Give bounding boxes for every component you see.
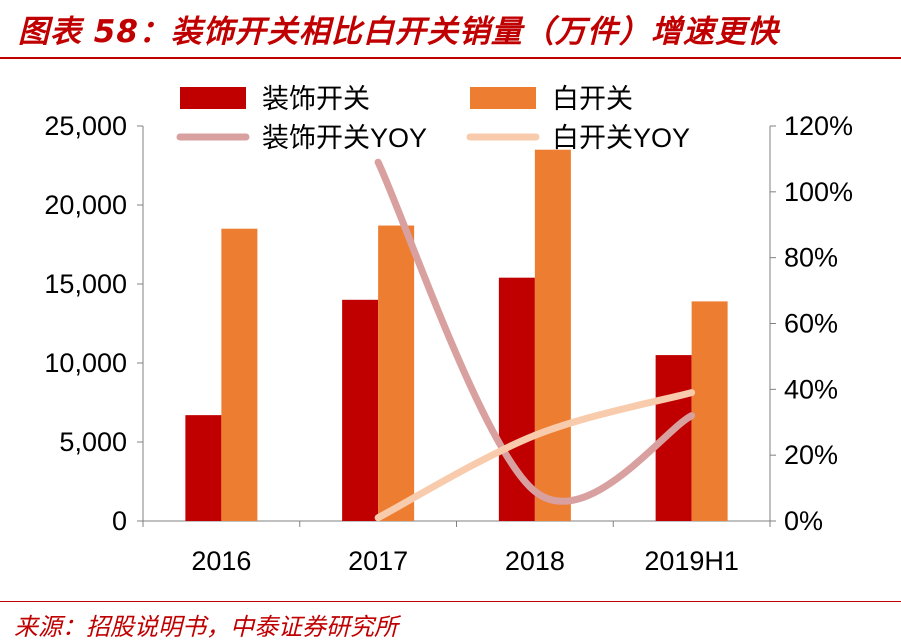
left-tick-label: 20,000	[44, 190, 127, 220]
left-tick-label: 5,000	[59, 427, 127, 457]
bars	[185, 149, 728, 522]
bar-decorative-2017	[342, 299, 379, 521]
right-tick-label: 120%	[784, 111, 853, 141]
source-note: 来源：招股说明书，中泰证券研究所	[14, 613, 398, 641]
legend-label: 白开关	[552, 84, 633, 114]
right-tick-label: 60%	[784, 309, 838, 339]
left-tick-label: 0	[112, 506, 127, 536]
bar-white-2018	[534, 149, 571, 521]
title-divider	[0, 57, 901, 59]
line-decorative-yoy	[374, 158, 696, 505]
left-tick-label: 15,000	[44, 269, 127, 299]
right-tick-label: 20%	[784, 440, 838, 470]
footer-divider	[0, 601, 901, 602]
right-tick-label: 40%	[784, 374, 838, 404]
line-white-yoy	[374, 389, 696, 522]
right-tick-label: 80%	[784, 243, 838, 273]
legend-label: 白开关YOY	[552, 123, 690, 153]
bar-white-2019H1	[691, 301, 728, 521]
legend-swatch	[180, 87, 246, 109]
bar-white-2017	[378, 225, 415, 522]
chart-title: 图表 58：装饰开关相比白开关销量（万件）增速更快	[18, 14, 779, 50]
bar-white-2016	[221, 228, 258, 521]
chart-canvas: 0 5,000 10,000 15,000 20,000 25,000 0% 20% 40% 60…	[44, 84, 853, 576]
legend-swatch	[470, 87, 536, 109]
right-tick-label: 0%	[784, 506, 823, 536]
left-tick-label: 25,000	[44, 111, 127, 141]
axes: 0 5,000 10,000 15,000 20,000 25,000 0% 20% 40% 60…	[44, 111, 853, 576]
bar-decorative-2016	[185, 415, 222, 521]
x-tick-label: 2017	[348, 546, 408, 576]
bar-decorative-2018	[498, 277, 535, 521]
left-tick-label: 10,000	[44, 348, 127, 378]
x-tick-label: 2019H1	[644, 546, 739, 576]
legend-label: 装饰开关YOY	[262, 123, 427, 153]
x-tick-label: 2016	[191, 546, 251, 576]
x-tick-label: 2018	[505, 546, 565, 576]
legend-label: 装饰开关	[262, 84, 370, 114]
yoy-lines	[374, 158, 696, 522]
right-tick-label: 100%	[784, 177, 853, 207]
